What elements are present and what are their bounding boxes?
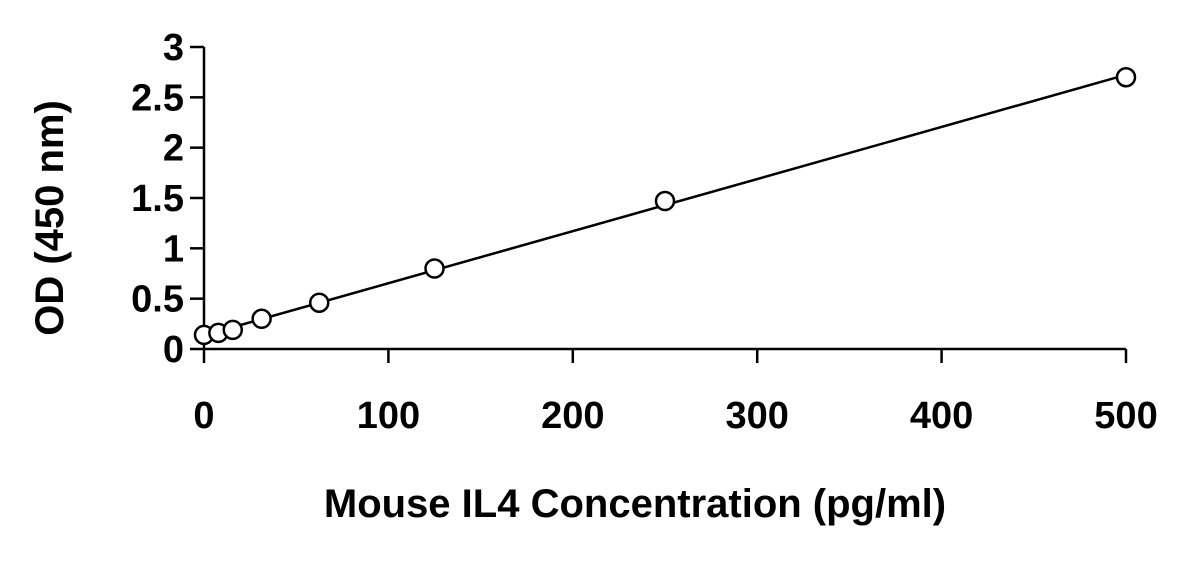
y-tick-label: 1.5: [131, 178, 184, 220]
x-tick-label: 300: [725, 395, 788, 437]
x-tick-label: 400: [910, 395, 973, 437]
x-axis-title: Mouse IL4 Concentration (pg/ml): [324, 482, 946, 526]
x-axis-ticks: 0 100 200 300 400 500: [193, 349, 1158, 437]
data-point: [309, 292, 330, 313]
y-tick-label: 2.5: [131, 77, 184, 119]
x-tick-label: 200: [541, 395, 604, 437]
y-tick-label: 0: [163, 329, 184, 371]
y-tick-label: 3: [163, 27, 184, 69]
y-axis-ticks: 0 0.5 1 1.5 2 2.5 3: [131, 27, 204, 371]
y-tick-label: 2: [163, 128, 184, 170]
x-tick-label: 500: [1094, 395, 1157, 437]
data-point: [251, 308, 272, 330]
y-axis-title: OD (450 nm): [28, 100, 72, 336]
data-point: [222, 319, 244, 341]
y-tick-label: 0.5: [131, 279, 184, 321]
data-point: [424, 258, 445, 279]
data-point: [654, 190, 676, 212]
data-point: [1115, 66, 1137, 88]
x-tick-label: 100: [357, 395, 420, 437]
data-points: [193, 66, 1137, 346]
y-tick-label: 1: [163, 228, 184, 270]
x-tick-label: 0: [193, 395, 214, 437]
